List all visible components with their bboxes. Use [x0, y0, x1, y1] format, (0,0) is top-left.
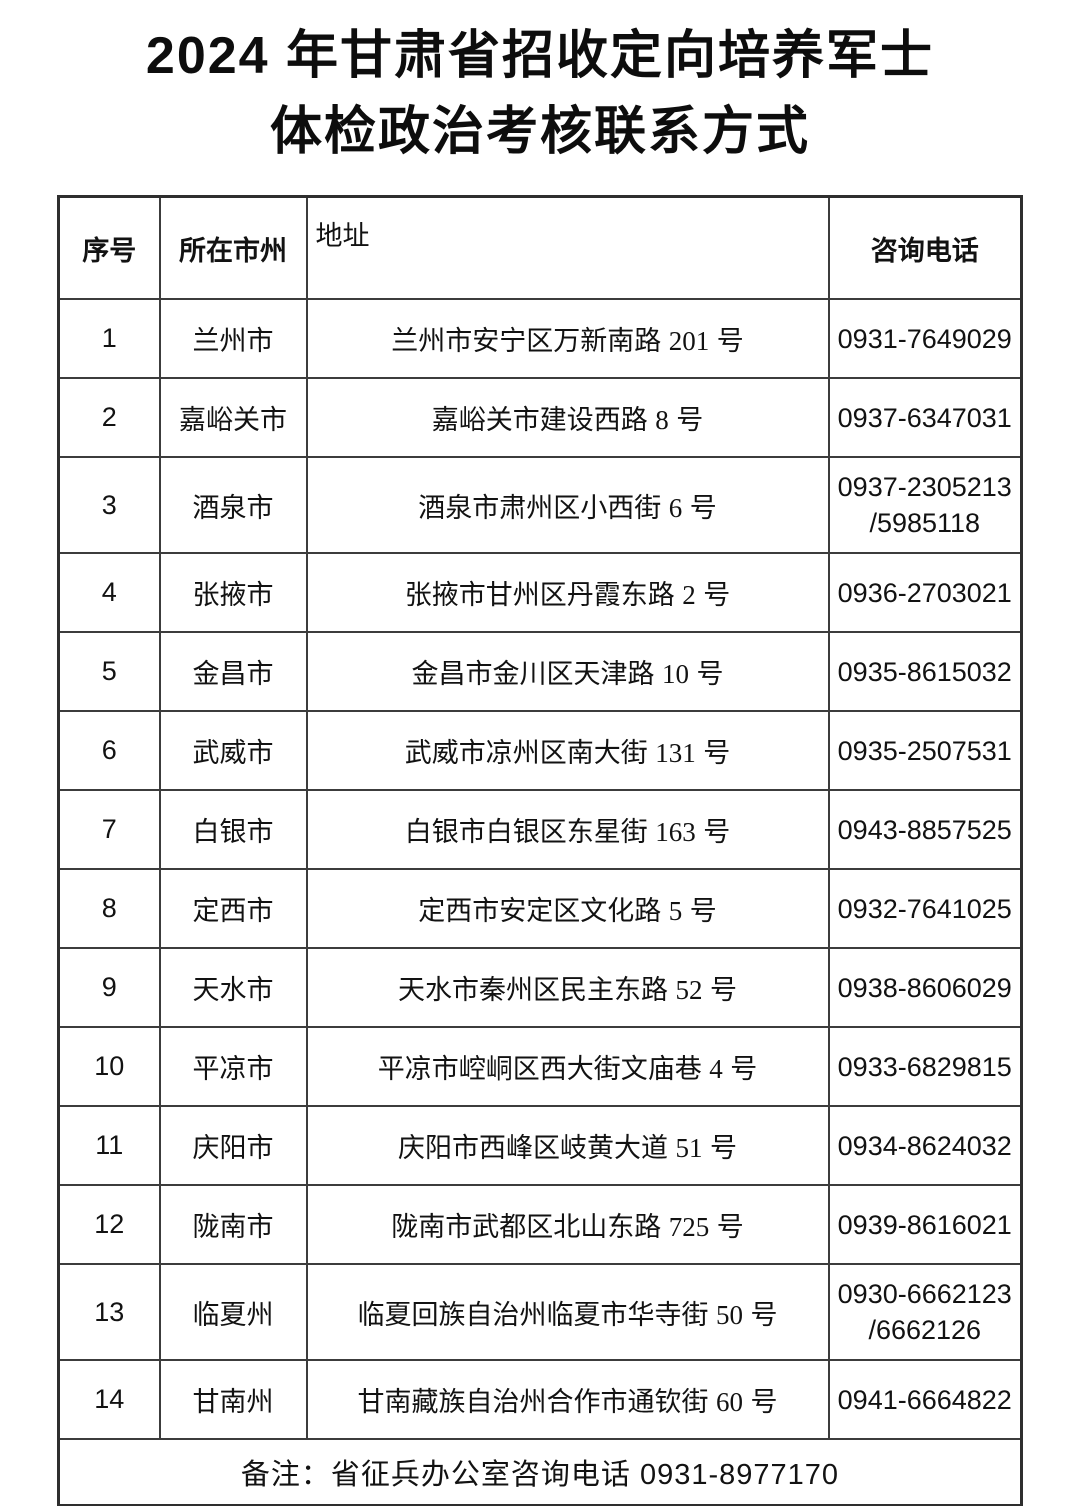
cell-address: 天水市秦州区民主东路 52 号 [305, 947, 830, 1028]
cell-city: 酒泉市 [158, 456, 308, 554]
header-seq: 序号 [57, 195, 161, 300]
title-line-2: 体检政治考核联系方式 [269, 103, 810, 161]
phone-number: /6662126 [868, 1315, 982, 1345]
cell-address: 陇南市武都区北山东路 725 号 [305, 1184, 830, 1265]
phone-number: 0937-6347031 [837, 402, 1012, 433]
cell-address: 兰州市安宁区万新南路 201 号 [305, 298, 830, 379]
phone-number: 0934-8624032 [837, 1130, 1012, 1161]
cell-seq: 10 [57, 1026, 161, 1107]
cell-city: 甘南州 [158, 1359, 308, 1440]
table-row: 6 武威市 武威市凉州区南大街 131 号 0935-2507531 [57, 710, 1023, 791]
phone-number: 0937-2305213 [837, 472, 1012, 502]
cell-phone: 0935-2507531 [827, 710, 1023, 791]
cell-phone: 0930-6662123/6662126 [827, 1263, 1023, 1361]
cell-phone: 0941-6664822 [827, 1359, 1023, 1440]
header-city: 所在市州 [158, 195, 308, 300]
cell-city: 陇南市 [158, 1184, 308, 1265]
table-row: 10 平凉市 平凉市崆峒区西大街文庙巷 4 号 0933-6829815 [57, 1026, 1023, 1107]
cell-seq: 12 [57, 1184, 161, 1265]
cell-phone: 0937-2305213/5985118 [827, 456, 1023, 554]
cell-phone: 0937-6347031 [827, 377, 1023, 458]
cell-city: 定西市 [158, 868, 308, 949]
cell-address: 临夏回族自治州临夏市华寺街 50 号 [305, 1263, 830, 1361]
cell-address: 嘉峪关市建设西路 8 号 [305, 377, 830, 458]
table-row: 7 白银市 白银市白银区东星街 163 号 0943-8857525 [57, 789, 1023, 870]
cell-city: 张掖市 [158, 552, 308, 633]
cell-address: 白银市白银区东星街 163 号 [305, 789, 830, 870]
table-row: 5 金昌市 金昌市金川区天津路 10 号 0935-8615032 [57, 631, 1023, 712]
table-header-row: 序号 所在市州 地址 咨询电话 [57, 195, 1023, 300]
table-row: 14 甘南州 甘南藏族自治州合作市通钦街 60 号 0941-6664822 [57, 1359, 1023, 1440]
cell-seq: 11 [57, 1105, 161, 1186]
document-title: 2024 年甘肃省招收定向培养军士 体检政治考核联系方式 [0, 18, 1080, 170]
phone-number: /5985118 [869, 508, 981, 538]
footer-note: 备注：省征兵办公室咨询电话 0931-8977170 [57, 1438, 1023, 1506]
contact-table: 序号 所在市州 地址 咨询电话 1 兰州市 兰州市安宁区万新南路 201 号 0… [57, 195, 1023, 1506]
table-row: 13 临夏州 临夏回族自治州临夏市华寺街 50 号 0930-6662123/6… [57, 1263, 1023, 1361]
cell-phone: 0933-6829815 [827, 1026, 1023, 1107]
cell-address: 酒泉市肃州区小西街 6 号 [305, 456, 830, 554]
cell-phone: 0932-7641025 [827, 868, 1023, 949]
table-row: 3 酒泉市 酒泉市肃州区小西街 6 号 0937-2305213/5985118 [57, 456, 1023, 554]
cell-city: 平凉市 [158, 1026, 308, 1107]
cell-address: 定西市安定区文化路 5 号 [305, 868, 830, 949]
cell-phone: 0936-2703021 [827, 552, 1023, 633]
header-phone: 咨询电话 [827, 195, 1023, 300]
cell-address: 平凉市崆峒区西大街文庙巷 4 号 [305, 1026, 830, 1107]
cell-phone: 0934-8624032 [827, 1105, 1023, 1186]
table-row: 11 庆阳市 庆阳市西峰区岐黄大道 51 号 0934-8624032 [57, 1105, 1023, 1186]
header-address: 地址 [305, 195, 830, 300]
cell-phone: 0931-7649029 [827, 298, 1023, 379]
cell-city: 金昌市 [158, 631, 308, 712]
phone-number: 0930-6662123 [837, 1279, 1012, 1309]
cell-seq: 2 [57, 377, 161, 458]
phone-number: 0931-7649029 [837, 323, 1012, 354]
phone-number: 0932-7641025 [837, 893, 1012, 924]
cell-seq: 8 [57, 868, 161, 949]
title-line-1: 2024 年甘肃省招收定向培养军士 [145, 27, 935, 85]
cell-city: 白银市 [158, 789, 308, 870]
phone-number: 0943-8857525 [837, 814, 1012, 845]
table-row: 2 嘉峪关市 嘉峪关市建设西路 8 号 0937-6347031 [57, 377, 1023, 458]
cell-seq: 14 [57, 1359, 161, 1440]
cell-address: 庆阳市西峰区岐黄大道 51 号 [305, 1105, 830, 1186]
cell-address: 张掖市甘州区丹霞东路 2 号 [305, 552, 830, 633]
cell-seq: 1 [57, 298, 161, 379]
cell-phone: 0939-8616021 [827, 1184, 1023, 1265]
cell-phone: 0938-8606029 [827, 947, 1023, 1028]
cell-seq: 5 [57, 631, 161, 712]
table-footer-row: 备注：省征兵办公室咨询电话 0931-8977170 [57, 1438, 1023, 1506]
table-row: 9 天水市 天水市秦州区民主东路 52 号 0938-8606029 [57, 947, 1023, 1028]
table-row: 4 张掖市 张掖市甘州区丹霞东路 2 号 0936-2703021 [57, 552, 1023, 633]
phone-number: 0941-6664822 [837, 1384, 1012, 1415]
cell-city: 天水市 [158, 947, 308, 1028]
cell-city: 兰州市 [158, 298, 308, 379]
phone-number: 0935-8615032 [837, 656, 1012, 687]
cell-address: 武威市凉州区南大街 131 号 [305, 710, 830, 791]
cell-city: 临夏州 [158, 1263, 308, 1361]
cell-city: 庆阳市 [158, 1105, 308, 1186]
table-row: 12 陇南市 陇南市武都区北山东路 725 号 0939-8616021 [57, 1184, 1023, 1265]
cell-phone: 0935-8615032 [827, 631, 1023, 712]
cell-phone: 0943-8857525 [827, 789, 1023, 870]
cell-city: 嘉峪关市 [158, 377, 308, 458]
cell-seq: 13 [57, 1263, 161, 1361]
cell-seq: 4 [57, 552, 161, 633]
phone-number: 0933-6829815 [837, 1051, 1012, 1082]
table-body: 1 兰州市 兰州市安宁区万新南路 201 号 0931-7649029 2 嘉峪… [57, 298, 1023, 1440]
cell-seq: 9 [57, 947, 161, 1028]
cell-address: 甘南藏族自治州合作市通钦街 60 号 [305, 1359, 830, 1440]
cell-city: 武威市 [158, 710, 308, 791]
cell-seq: 3 [57, 456, 161, 554]
phone-number: 0938-8606029 [837, 972, 1012, 1003]
phone-number: 0936-2703021 [837, 577, 1012, 608]
phone-number: 0939-8616021 [837, 1209, 1012, 1240]
cell-seq: 6 [57, 710, 161, 791]
table-row: 8 定西市 定西市安定区文化路 5 号 0932-7641025 [57, 868, 1023, 949]
table-row: 1 兰州市 兰州市安宁区万新南路 201 号 0931-7649029 [57, 298, 1023, 379]
cell-seq: 7 [57, 789, 161, 870]
cell-address: 金昌市金川区天津路 10 号 [305, 631, 830, 712]
phone-number: 0935-2507531 [837, 735, 1012, 766]
